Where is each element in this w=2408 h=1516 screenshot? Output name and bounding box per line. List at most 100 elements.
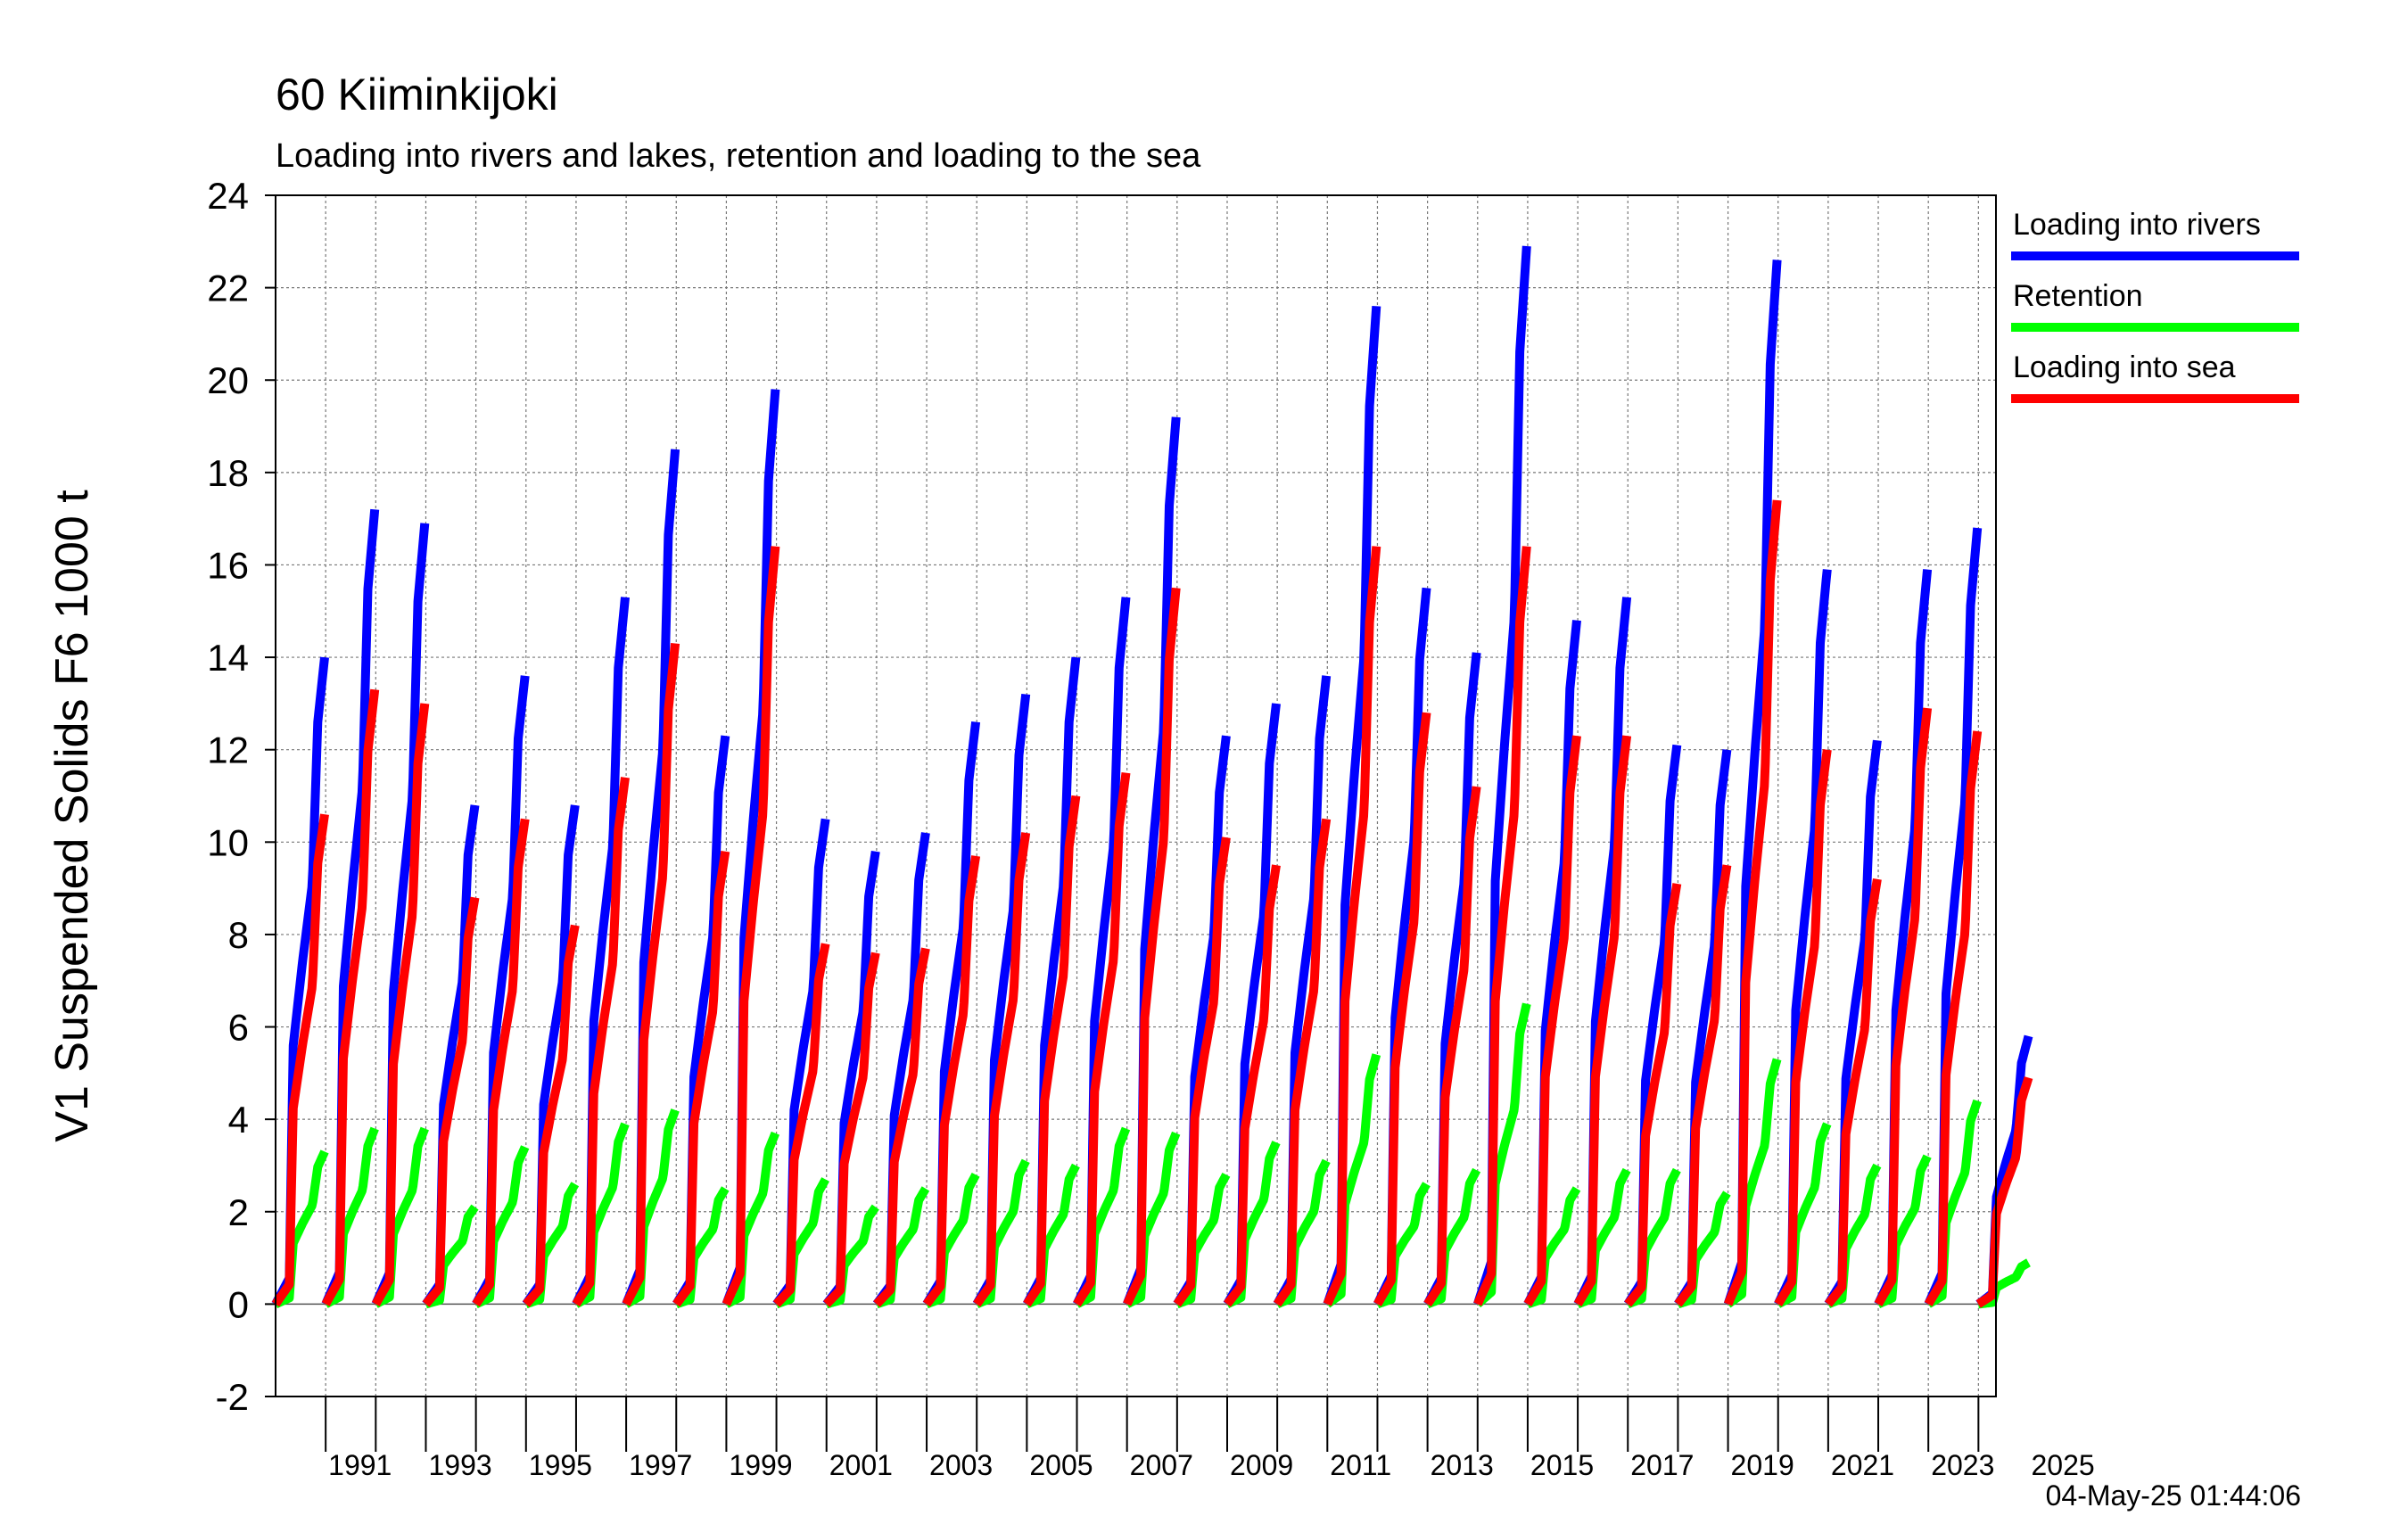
x-tick-label: 2013 — [1431, 1449, 1494, 1481]
y-tick-label: 22 — [207, 268, 249, 309]
series-line-retention — [1224, 1140, 1281, 1308]
x-tick-label: 2017 — [1630, 1449, 1694, 1481]
x-tick-label: 2009 — [1230, 1449, 1293, 1481]
series-line-retention — [1324, 1053, 1381, 1308]
series-line-loading-into-rivers — [1824, 739, 1882, 1307]
series-line-loading-into-sea — [922, 855, 981, 1307]
series-line-loading-into-sea — [1073, 771, 1131, 1307]
series-line-loading-into-sea — [1273, 818, 1332, 1307]
series-line-retention — [472, 1144, 530, 1308]
series-line-loading-into-sea — [1824, 878, 1882, 1307]
series-line-retention — [1724, 1058, 1782, 1308]
y-tick-label: -2 — [216, 1376, 249, 1418]
y-axis-label: V1 Suspended Solids F6 1000 t — [46, 490, 98, 1142]
series-line-retention — [1073, 1126, 1131, 1308]
legend-label: Loading into sea — [2013, 350, 2236, 384]
y-tick-label: 12 — [207, 729, 249, 771]
series-line-loading-into-sea — [572, 777, 630, 1307]
series-line-loading-into-rivers — [271, 656, 329, 1307]
series-line-loading-into-sea — [422, 896, 480, 1308]
series-line-loading-into-sea — [1423, 786, 1481, 1307]
x-tick-label: 1993 — [428, 1449, 491, 1481]
series-line-loading-into-sea — [1774, 749, 1832, 1307]
plot-frame — [275, 194, 1997, 1397]
series-line-loading-into-sea — [1323, 546, 1381, 1306]
x-tick-label: 2025 — [2032, 1449, 2095, 1481]
series-line-loading-into-sea — [1924, 730, 1983, 1307]
series-line-loading-into-rivers — [371, 523, 430, 1306]
series-line-retention — [1574, 1167, 1631, 1309]
series-line-loading-into-rivers — [622, 449, 680, 1306]
y-tick-label: 24 — [207, 175, 249, 217]
y-tick-label: 2 — [228, 1191, 249, 1233]
series-line-retention — [1925, 1099, 1982, 1308]
series-line-loading-into-sea — [973, 832, 1031, 1307]
series-line-retention — [772, 1176, 829, 1309]
series-line-retention — [722, 1131, 780, 1308]
series-line-loading-into-sea — [271, 813, 329, 1307]
x-tick-label: 2001 — [829, 1449, 893, 1481]
series-line-retention — [923, 1172, 980, 1309]
series-line-loading-into-sea — [772, 943, 830, 1308]
series-line-loading-into-sea — [1023, 795, 1081, 1307]
series-line-loading-into-rivers — [1072, 597, 1131, 1307]
legend: Loading into rivers Retention Loading into… — [2011, 208, 2299, 403]
series-line-retention — [573, 1122, 630, 1308]
series-line-retention — [672, 1185, 730, 1309]
series-line-retention — [1875, 1154, 1932, 1308]
series-line-retention — [1423, 1167, 1481, 1309]
series-line-loading-into-sea — [472, 818, 530, 1307]
y-tick-label: 14 — [207, 637, 249, 679]
series-line-retention — [1774, 1122, 1832, 1308]
series-line-retention — [272, 1149, 329, 1308]
x-tick-label: 2021 — [1831, 1449, 1894, 1481]
series-line-loading-into-sea — [1523, 735, 1581, 1307]
series-line-loading-into-rivers — [1273, 675, 1332, 1307]
series-line-retention — [1173, 1172, 1231, 1309]
series-line-retention — [372, 1126, 429, 1308]
series-line-loading-into-sea — [622, 642, 680, 1307]
series-line-retention — [973, 1158, 1030, 1308]
x-tick-label: 2003 — [929, 1449, 993, 1481]
series-line-retention — [322, 1126, 379, 1308]
series-line-loading-into-sea — [522, 924, 580, 1308]
chart-title: 60 Kiiminkijoki — [276, 70, 558, 119]
series-line-loading-into-rivers — [872, 832, 930, 1307]
series-line-loading-into-rivers — [1323, 305, 1381, 1306]
series-line-retention — [1674, 1190, 1731, 1309]
series-line-retention — [1825, 1163, 1882, 1308]
y-tick-label: 8 — [228, 914, 249, 956]
series-line-loading-into-sea — [672, 850, 730, 1307]
series-line-loading-into-sea — [1975, 1076, 2033, 1308]
series-line-loading-into-sea — [371, 703, 430, 1307]
series-line-retention — [1373, 1181, 1431, 1309]
x-tick-label: 1995 — [529, 1449, 592, 1481]
y-tick-label: 18 — [207, 452, 249, 494]
x-tick-label: 2011 — [1330, 1449, 1391, 1481]
y-tick-label: 20 — [207, 359, 249, 401]
x-tick-label: 2007 — [1130, 1449, 1193, 1481]
series-line-loading-into-sea — [822, 952, 880, 1308]
y-tick-label: 10 — [207, 821, 249, 863]
series-layer — [271, 245, 2033, 1309]
y-tick-label: 16 — [207, 544, 249, 586]
series-line-loading-into-sea — [1674, 864, 1732, 1307]
series-line-retention — [1524, 1185, 1581, 1309]
timestamp: 04-May-25 01:44:06 — [2046, 1479, 2301, 1512]
y-tick-label: 0 — [228, 1283, 249, 1325]
series-line-loading-into-rivers — [522, 804, 580, 1307]
x-tick-label: 2019 — [1731, 1449, 1794, 1481]
legend-label: Retention — [2013, 279, 2143, 313]
series-line-loading-into-sea — [1123, 587, 1181, 1307]
series-line-retention — [1023, 1163, 1080, 1308]
chart-subtitle: Loading into rivers and lakes, retention… — [276, 137, 1201, 175]
series-line-loading-into-sea — [1224, 864, 1281, 1307]
series-line-loading-into-rivers — [1173, 735, 1231, 1307]
series-line-loading-into-sea — [1173, 836, 1231, 1307]
x-tick-label: 2005 — [1029, 1449, 1093, 1481]
series-line-loading-into-sea — [1874, 707, 1933, 1307]
x-tick-label: 1997 — [629, 1449, 692, 1481]
series-line-retention — [623, 1108, 680, 1308]
series-line-retention — [1123, 1131, 1181, 1308]
